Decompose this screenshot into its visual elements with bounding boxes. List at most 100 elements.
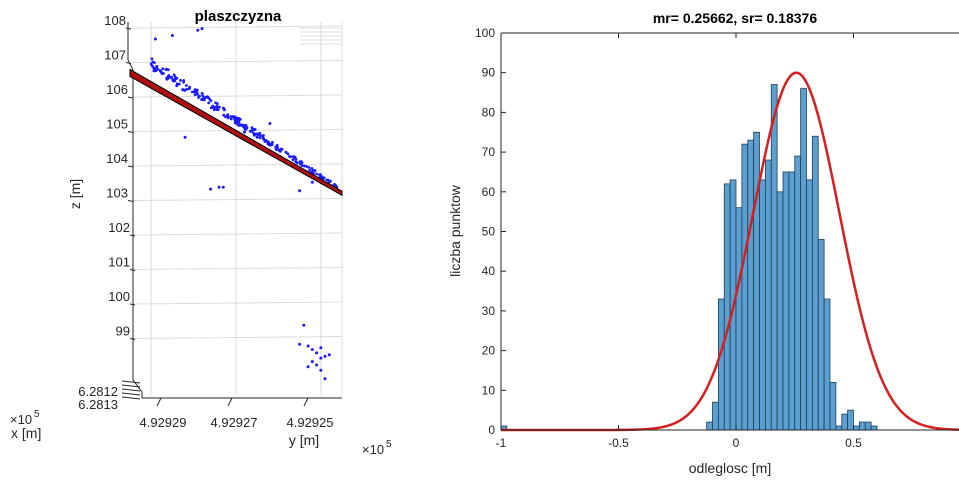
histogram-bar (841, 413, 849, 431)
data-point (234, 121, 237, 125)
z-tick-label: 107 (104, 48, 126, 63)
data-point (175, 76, 178, 80)
data-point (310, 180, 314, 184)
z-tick-mark (129, 338, 136, 340)
z-tick-mark (125, 27, 132, 30)
x-tick-label: -0.5 (608, 436, 629, 450)
histogram-bar (782, 171, 790, 431)
data-point (215, 105, 219, 108)
data-point (216, 102, 219, 106)
data-point (271, 140, 274, 144)
z-tick-label: 104 (106, 151, 128, 166)
data-point (266, 142, 270, 145)
y-tick-label: 30 (482, 304, 496, 318)
z-tick-label: 105 (106, 117, 128, 132)
scatter-3d-plot: 99 100 101 102 103 104 105 106 107 108 4.92929 4.92… (10, 8, 392, 457)
data-point (310, 170, 314, 174)
data-point (253, 128, 257, 131)
z-tick-mark (129, 234, 136, 237)
histogram-y-label: liczba punktow (447, 184, 463, 277)
z-tick-mark (127, 200, 134, 202)
data-point (202, 98, 206, 102)
data-point (255, 135, 259, 139)
data-point (183, 135, 187, 139)
data-point (202, 96, 206, 100)
histogram-bar (770, 84, 778, 431)
histogram-bar (712, 401, 719, 431)
data-point (160, 72, 164, 75)
data-point (195, 90, 199, 94)
data-point (292, 155, 295, 158)
data-point (268, 142, 272, 146)
data-point (213, 106, 217, 109)
data-point (212, 108, 216, 112)
z-tick-label: 108 (104, 13, 126, 28)
x-exponent-label: ×10 5 (10, 409, 40, 427)
data-point (261, 135, 265, 139)
histogram-bar (835, 425, 843, 431)
histogram-bar (717, 298, 725, 431)
data-point (310, 348, 314, 351)
y-tick-label: 100 (475, 26, 495, 40)
y-tick-label: 40 (482, 264, 496, 278)
data-point (237, 120, 241, 124)
data-point (238, 123, 242, 126)
data-point (298, 162, 302, 166)
histogram-bar (811, 135, 819, 431)
x-tick-mark (121, 380, 141, 384)
data-point (307, 166, 311, 169)
histogram-plot: 0 10 20 30 40 50 60 70 80 90 100 -1 -0.5 0 0.5 mr= 0.… (447, 10, 959, 476)
data-point (184, 84, 188, 87)
z-tick-mark (127, 131, 134, 133)
data-point (190, 90, 194, 94)
svg-text:5: 5 (386, 439, 392, 450)
histogram-bar (823, 298, 831, 431)
data-point (218, 105, 221, 109)
y-axis-label: y [m] (289, 432, 319, 448)
y-tick-label: 90 (482, 66, 496, 80)
data-point (248, 130, 252, 133)
data-point (241, 124, 245, 128)
data-point (306, 365, 310, 369)
data-point (175, 84, 179, 88)
point-cloud (149, 27, 339, 381)
data-point (252, 133, 256, 137)
histogram-bar (741, 143, 749, 431)
data-point (209, 187, 213, 191)
data-point (259, 134, 262, 138)
histogram-bar (747, 139, 755, 431)
z-tick-mark (129, 303, 136, 306)
data-point (200, 92, 204, 95)
data-point (152, 69, 156, 73)
data-point (306, 344, 310, 348)
z-tick-mark (129, 269, 136, 271)
histogram-bar (870, 425, 878, 431)
z-grid-line (131, 25, 343, 29)
data-point (305, 165, 308, 168)
z-tick-mark (125, 62, 132, 64)
z-grid-line (131, 336, 343, 339)
x-tick-mark (121, 392, 141, 396)
data-point (188, 85, 192, 89)
y-tick-labels: 0 10 20 30 40 50 60 70 80 90 100 (475, 26, 495, 437)
data-point (196, 28, 200, 32)
data-point (179, 79, 182, 82)
plot3d-title: plaszczyzna (195, 8, 282, 25)
data-point (217, 185, 221, 189)
histogram-bar (753, 131, 760, 431)
data-point (200, 27, 204, 31)
data-point (308, 168, 311, 172)
data-point (195, 88, 199, 92)
histogram-bar (735, 207, 743, 431)
data-point (315, 172, 319, 176)
data-point (207, 101, 211, 105)
y-tick-label: 20 (482, 344, 496, 358)
data-point (256, 132, 259, 136)
data-point (225, 114, 229, 118)
z-axis-label: z [m] (67, 179, 83, 209)
data-point (167, 74, 171, 77)
svg-text:×10: ×10 (10, 412, 32, 427)
fitted-plane (129, 68, 343, 197)
z-tick-label: 101 (108, 255, 130, 270)
data-point (279, 147, 283, 151)
